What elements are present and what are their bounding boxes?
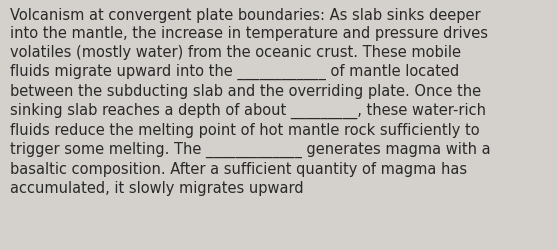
Text: Volcanism at convergent plate boundaries: As slab sinks deeper
into the mantle, : Volcanism at convergent plate boundaries… <box>10 8 490 195</box>
